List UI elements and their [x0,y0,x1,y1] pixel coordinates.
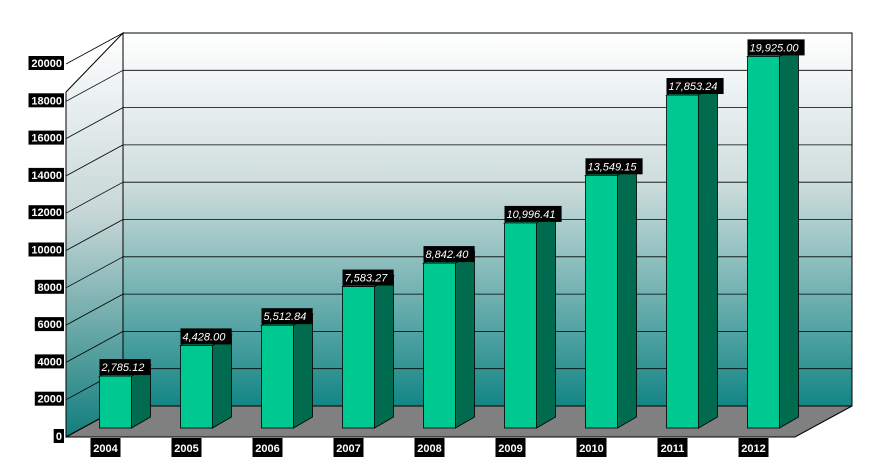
data-label: 19,925.00 [750,42,800,54]
bar-side [698,83,718,429]
bars: 2,785.12 4,428.00 5,512.84 7,583.27 8,842.40… [98,39,805,429]
y-tick-label: 0 [56,431,62,443]
bar-2009: 10,996.41 [503,205,562,429]
data-label: 10,996.41 [507,209,556,221]
gridline-side [65,293,124,326]
data-label: 2,785.12 [101,362,145,374]
bar-side [779,44,799,429]
x-tick-label: 2012 [741,443,765,455]
x-tick-label: 2007 [336,443,360,455]
y-tick-label-bg [28,56,64,70]
x-tick-label-bg [738,438,769,457]
y-tick-label-bg [28,205,64,220]
bar-front [342,286,375,429]
y-tick-label-bg [28,167,64,182]
bar-front [99,375,132,429]
bar-front [180,345,213,429]
x-tick-label-bg [576,438,607,457]
y-tick-label: 12000 [31,207,62,219]
x-tick-label: 2009 [498,443,522,455]
data-label-bg [342,269,394,286]
bar-2004: 2,785.12 [98,359,152,429]
x-tick-label: 2005 [174,443,198,455]
bar-front [261,324,294,429]
gridlines [65,32,852,401]
bar-front [585,174,618,429]
gridline-side [65,107,124,139]
bar-side [617,163,637,429]
y-tick-label-bg [28,130,64,145]
y-tick-label: 2000 [38,394,62,406]
bar-side [293,313,313,429]
data-label-bg [180,328,232,345]
bar-2007: 7,583.27 [341,269,395,429]
bar-2012: 19,925.00 [746,39,805,429]
bar-2011: 17,853.24 [665,78,724,429]
y-tick-label-bg [28,93,64,108]
x-tick-label: 2011 [661,443,685,455]
bar-side [374,274,394,429]
x-tick-label-bg [495,438,526,457]
gridline-side [65,32,124,65]
y-tick-label: 16000 [31,133,62,145]
y-tick-label: 8000 [38,282,62,294]
x-tick-label: 2008 [417,443,441,455]
bar-2010: 13,549.15 [584,158,643,429]
data-label-bg [423,246,475,263]
y-axis-ticks: 0 2000 4000 6000 8000 10000 12000 14000 16000 180… [28,56,64,443]
data-label-bg [585,158,643,175]
y-tick-label-bg [28,242,64,257]
y-tick-label: 20000 [31,58,62,70]
bar-front [423,262,456,429]
y-tick-label-bg [34,354,64,369]
x-tick-label: 2010 [579,443,603,455]
y-tick-label-bg [34,391,64,406]
y-tick-label-bg [53,429,64,443]
data-label: 13,549.15 [588,161,638,173]
gridline-side [65,144,124,177]
x-tick-label: 2004 [93,443,118,455]
gridline-side [65,256,124,289]
data-label: 7,583.27 [345,273,389,285]
x-tick-label-bg [90,438,121,457]
y-tick-label-bg [34,317,64,332]
x-tick-label-bg [252,438,283,457]
data-label: 5,512.84 [264,311,307,323]
bar-2006: 5,512.84 [260,308,314,429]
data-label-bg [504,205,562,222]
x-tick-label-bg [657,438,688,457]
data-label-bg [99,359,151,376]
bar-2008: 8,842.40 [422,246,476,429]
bar-front [504,222,537,429]
bar-side [212,333,232,429]
y-tick-label: 14000 [31,170,62,182]
y-tick-label: 6000 [38,319,62,331]
bar-side [455,251,475,429]
x-tick-label: 2006 [255,443,279,455]
bar-front [747,55,780,429]
x-tick-label-bg [171,438,202,457]
data-label: 17,853.24 [669,81,718,93]
bar-side [536,211,556,429]
x-axis-ticks: 2004 2005 2006 2007 2008 2009 2010 2011 2012 [90,438,769,457]
gridline-side [65,181,124,214]
data-label-bg [747,39,805,56]
y-tick-label: 4000 [38,356,62,368]
x-tick-label-bg [414,438,445,457]
bar-front [666,94,699,429]
gridline-side [65,331,124,363]
data-label-bg [666,78,724,95]
bar-2005: 4,428.00 [179,328,233,429]
y-tick-label-bg [34,279,64,294]
y-tick-label: 18000 [31,95,62,107]
x-tick-label-bg [333,438,364,457]
y-tick-label: 10000 [31,245,62,257]
gridline-side [65,69,124,102]
gridline-side [65,219,124,251]
data-label: 8,842.40 [426,249,470,261]
data-label: 4,428.00 [183,331,227,343]
data-label-bg [261,308,313,325]
